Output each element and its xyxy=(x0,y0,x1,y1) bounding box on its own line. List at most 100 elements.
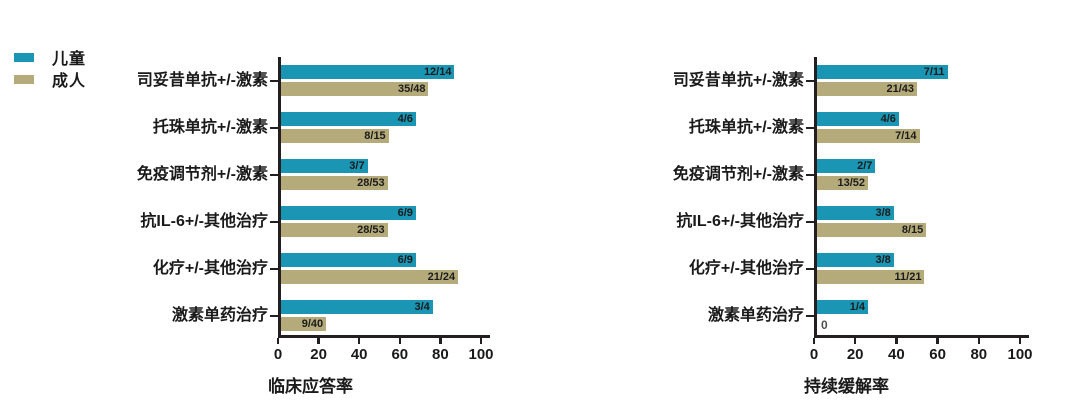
bar-value-label: 12/14 xyxy=(423,66,452,78)
x-tick-label: 60 xyxy=(929,346,946,363)
bar-adults: 21/24 xyxy=(280,270,459,284)
bar-adults: 35/48 xyxy=(280,82,429,96)
x-tick-label: 100 xyxy=(1007,346,1033,363)
y-axis-tick xyxy=(270,173,278,176)
x-axis-tick xyxy=(895,338,898,344)
x-axis-tick xyxy=(812,338,816,344)
category-label: 化疗+/-其他治疗 xyxy=(152,259,268,277)
bar-children: 3/4 xyxy=(280,300,433,314)
legend-label-children: 儿童 xyxy=(52,51,87,68)
bar-adults: 13/52 xyxy=(816,176,868,190)
x-axis-tick xyxy=(276,338,280,344)
category-label: 司妥昔单抗+/-激素 xyxy=(672,71,804,89)
bar-value-label: 11/21 xyxy=(894,271,922,283)
bar-value-label: 8/15 xyxy=(901,224,924,236)
chart-clinical-response: 12/14 35/48 4/6 8/15 3/7 28/53 6/9 28/53 6/9 21/2… xyxy=(106,57,541,397)
x-axis-tick xyxy=(398,338,402,344)
x-tick-label: 80 xyxy=(432,346,449,363)
bar-children: 3/7 xyxy=(280,159,368,173)
bar-adults: 11/21 xyxy=(816,270,925,284)
y-axis-tick xyxy=(270,220,278,223)
bar-adults: 28/53 xyxy=(280,223,388,237)
category-label: 激素单药治疗 xyxy=(707,306,804,324)
plot-area: 7/11 21/43 4/6 7/14 2/7 13/52 3/8 8/15 3/8 11/21 1… xyxy=(804,57,1033,396)
bar-value-label: 7/14 xyxy=(895,130,917,142)
y-axis-tick xyxy=(270,314,278,317)
y-axis-line xyxy=(814,57,817,338)
y-axis-tick xyxy=(806,173,814,176)
bar-children: 6/9 xyxy=(280,253,416,267)
bar-children: 3/8 xyxy=(816,206,894,220)
bar-value-label: 7/11 xyxy=(923,66,945,78)
y-axis-tick xyxy=(806,79,814,82)
y-axis-tick xyxy=(806,267,814,270)
x-axis-title: 持续缓解率 xyxy=(804,377,889,396)
chart-sustained-remission: 7/11 21/43 4/6 7/14 2/7 13/52 3/8 8/15 3/8 11/21 1… xyxy=(642,57,1080,397)
bar-adults: 8/15 xyxy=(816,223,927,237)
bar-children: 4/6 xyxy=(280,112,416,126)
plot-area: 12/14 35/48 4/6 8/15 3/7 28/53 6/9 28/53 6/9 21/2… xyxy=(268,57,494,396)
x-tick-label: 20 xyxy=(310,346,327,363)
bar-value-label: 28/53 xyxy=(357,177,385,189)
category-label: 免疫调节剂+/-激素 xyxy=(136,165,268,183)
bar-adults: 21/43 xyxy=(816,82,918,96)
y-axis-line xyxy=(278,57,281,338)
legend-label-adults: 成人 xyxy=(52,73,87,90)
bar-value-label: 21/24 xyxy=(427,271,456,283)
legend: 儿童 成人 xyxy=(14,46,86,90)
y-axis-tick xyxy=(270,267,278,270)
bar-adults: 28/53 xyxy=(280,176,388,190)
x-tick-label: 40 xyxy=(350,346,368,363)
children-color-swatch xyxy=(14,52,34,62)
x-axis-line xyxy=(814,335,1029,338)
category-label: 托珠单抗+/-激素 xyxy=(688,118,804,136)
bar-children: 7/11 xyxy=(816,65,948,79)
x-tick-label: 80 xyxy=(970,346,988,363)
x-axis-title: 临床应答率 xyxy=(268,377,353,396)
bar-value-label: 35/48 xyxy=(397,83,426,95)
bar-adults: 9/40 xyxy=(280,317,327,331)
category-label: 抗IL-6+/-其他治疗 xyxy=(140,212,268,230)
x-axis-tick xyxy=(853,338,857,344)
y-axis-tick xyxy=(806,220,814,223)
bar-children: 2/7 xyxy=(816,159,876,173)
x-tick-label: 0 xyxy=(809,346,819,363)
x-axis-tick xyxy=(439,338,442,344)
zero-value-label: 0 xyxy=(821,318,828,332)
category-label: 抗IL-6+/-其他治疗 xyxy=(676,212,804,230)
category-label: 激素单药治疗 xyxy=(171,306,268,324)
x-axis-tick xyxy=(479,338,483,344)
x-tick-label: 20 xyxy=(846,346,864,363)
x-tick-label: 0 xyxy=(273,346,283,363)
bar-value-label: 3/8 xyxy=(875,254,891,266)
x-tick-label: 60 xyxy=(391,346,409,363)
category-label: 免疫调节剂+/-激素 xyxy=(672,165,804,183)
y-axis-tick xyxy=(270,79,278,82)
bar-children: 3/8 xyxy=(816,253,894,267)
bar-value-label: 3/8 xyxy=(875,207,891,219)
y-axis-tick xyxy=(806,126,814,129)
bar-value-label: 13/52 xyxy=(837,177,865,189)
bar-children: 1/4 xyxy=(816,300,868,314)
bar-value-label: 8/15 xyxy=(364,130,386,142)
bar-value-label: 4/6 xyxy=(397,113,413,125)
bar-value-label: 4/6 xyxy=(880,113,896,125)
bar-value-label: 21/43 xyxy=(886,83,915,95)
bar-children: 6/9 xyxy=(280,206,416,220)
x-axis-tick xyxy=(317,338,320,344)
legend-item-children: 儿童 xyxy=(14,46,86,68)
bar-children: 4/6 xyxy=(816,112,899,126)
bar-value-label: 6/9 xyxy=(397,254,413,266)
x-axis-tick xyxy=(357,338,361,344)
y-axis-tick xyxy=(270,126,278,129)
x-tick-label: 100 xyxy=(468,346,494,363)
category-label: 化疗+/-其他治疗 xyxy=(688,259,804,277)
x-axis-tick xyxy=(1018,338,1022,344)
legend-item-adults: 成人 xyxy=(14,68,86,90)
x-axis-tick xyxy=(977,338,981,344)
adults-color-swatch xyxy=(14,74,34,84)
x-axis-tick xyxy=(936,338,939,344)
bar-value-label: 1/4 xyxy=(849,301,865,313)
bar-children: 12/14 xyxy=(280,65,455,79)
